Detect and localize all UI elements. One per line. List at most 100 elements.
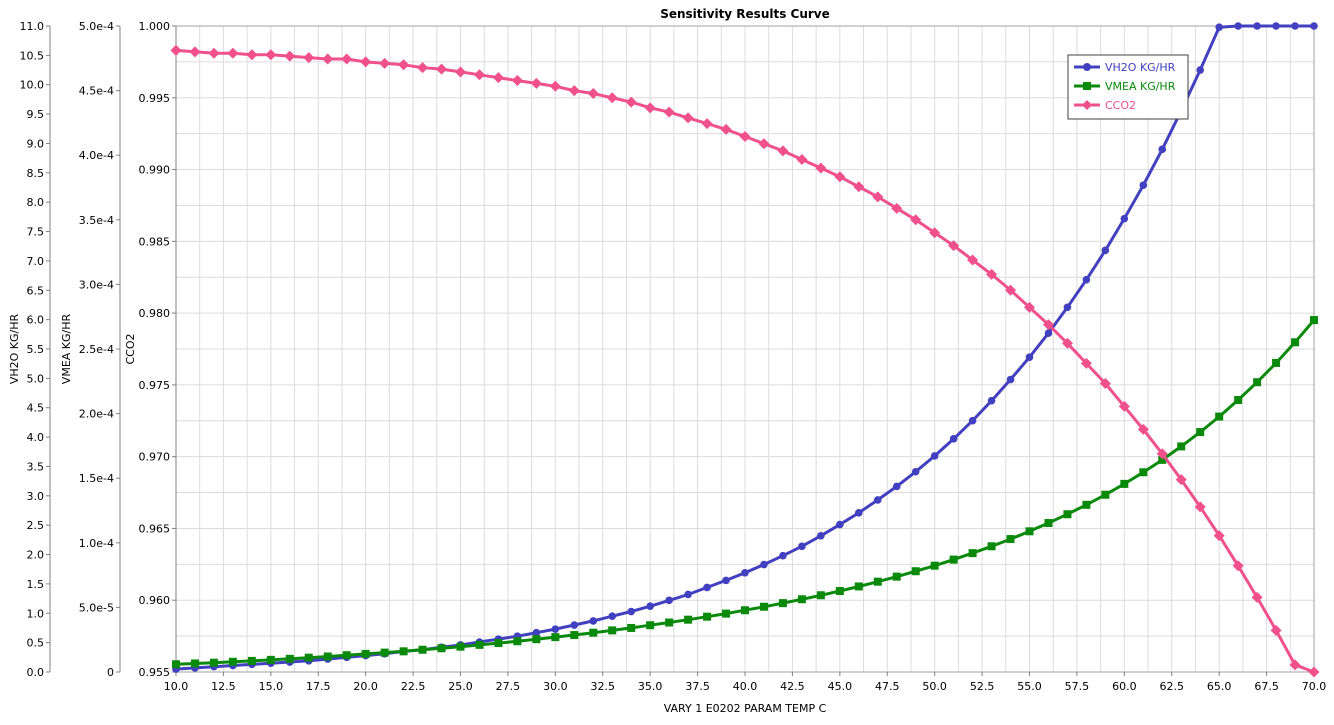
y-tick-label: 7.5 [27,226,45,239]
data-point [1310,316,1318,325]
data-point [663,106,675,118]
y-tick-label: 3.0 [27,490,45,503]
data-point [532,635,541,644]
y-tick-label: 9.5 [27,108,45,121]
data-point [456,642,465,651]
data-point [1101,246,1110,255]
data-point [1196,428,1205,437]
data-point [911,467,920,476]
data-point [1101,490,1110,499]
data-point [455,66,466,78]
legend-item: VH2O KG/HR [1074,61,1176,74]
data-point [703,583,711,592]
data-point [246,49,258,61]
data-point [872,191,884,203]
y-tick-label: 5.0 [27,372,45,385]
data-point [589,617,598,625]
y-tick-label: 8.0 [27,196,45,209]
data-point [627,623,636,632]
data-point [1042,319,1054,331]
data-point [189,46,201,58]
data-point [1080,357,1092,369]
data-point [967,254,979,266]
y-tick-label: 5.0e-5 [79,601,114,614]
data-point [1063,303,1072,312]
data-point [265,49,277,61]
data-point [987,542,996,551]
legend-marker [1082,100,1092,110]
data-point [968,416,977,425]
data-point [1251,591,1263,603]
data-point [380,648,389,657]
y-tick-label: 0.0 [27,666,45,679]
y-tick-label: 3.5 [27,460,45,473]
data-point [1044,519,1053,528]
y-tick-label: 0.970 [139,451,171,464]
data-point [190,659,199,668]
x-tick-label: 60.0 [1112,680,1137,693]
y-tick-label: 0.985 [139,235,171,248]
data-point [853,181,865,193]
data-point [910,214,922,226]
data-point [1253,378,1262,387]
data-point [722,609,731,618]
x-tick-label: 35.0 [638,680,663,693]
data-point [436,63,448,75]
x-tick-label: 47.5 [875,680,900,693]
data-point [1215,412,1224,421]
series-cco2 [170,44,1320,678]
data-point [929,227,941,239]
data-point [1272,358,1281,367]
x-tick-label: 42.5 [780,680,805,693]
x-tick-label: 25.0 [448,680,473,693]
data-point [1120,214,1129,223]
x-tick-label: 62.5 [1160,680,1185,693]
x-tick-label: 70.0 [1302,680,1327,693]
x-tick-label: 65.0 [1207,680,1232,693]
y-tick-label: 2.0e-4 [79,408,114,421]
y-tick-label: 0.980 [139,307,171,320]
data-point [172,660,180,669]
data-point [930,452,939,460]
data-point [1291,338,1300,347]
x-tick-label: 40.0 [733,680,758,693]
data-point [948,240,960,252]
data-point [1006,535,1015,544]
y-tick-label: 0.975 [139,379,171,392]
data-point [513,637,522,646]
data-point [417,62,429,74]
data-point [608,626,617,635]
data-point [739,131,751,143]
data-point [835,586,844,595]
legend-item: CCO2 [1074,99,1136,112]
data-point [777,145,789,157]
data-point [1196,66,1204,74]
data-point [361,649,370,658]
y-tick-label: 0.960 [139,594,171,607]
y-tick-label: 7.0 [27,255,45,268]
x-tick-label: 50.0 [922,680,947,693]
data-point [208,47,220,59]
x-tick-label: 27.5 [496,680,521,693]
data-point [1139,468,1148,477]
data-point [1044,329,1053,337]
data-point [1194,501,1206,513]
data-point [570,621,579,629]
y-tick-label: 1.0 [27,607,45,620]
y-tick-label: 0.955 [139,666,171,679]
data-point [511,75,523,87]
data-point [684,615,693,624]
data-point [817,531,825,540]
data-point [873,496,882,504]
y-tick-label: 10.0 [20,79,45,92]
data-point [1139,181,1148,189]
data-point [968,549,977,558]
data-point [1158,145,1167,154]
data-point [986,268,998,280]
data-point [1177,442,1186,451]
data-point [625,96,637,108]
data-point [1006,375,1015,384]
data-point [1289,659,1301,671]
